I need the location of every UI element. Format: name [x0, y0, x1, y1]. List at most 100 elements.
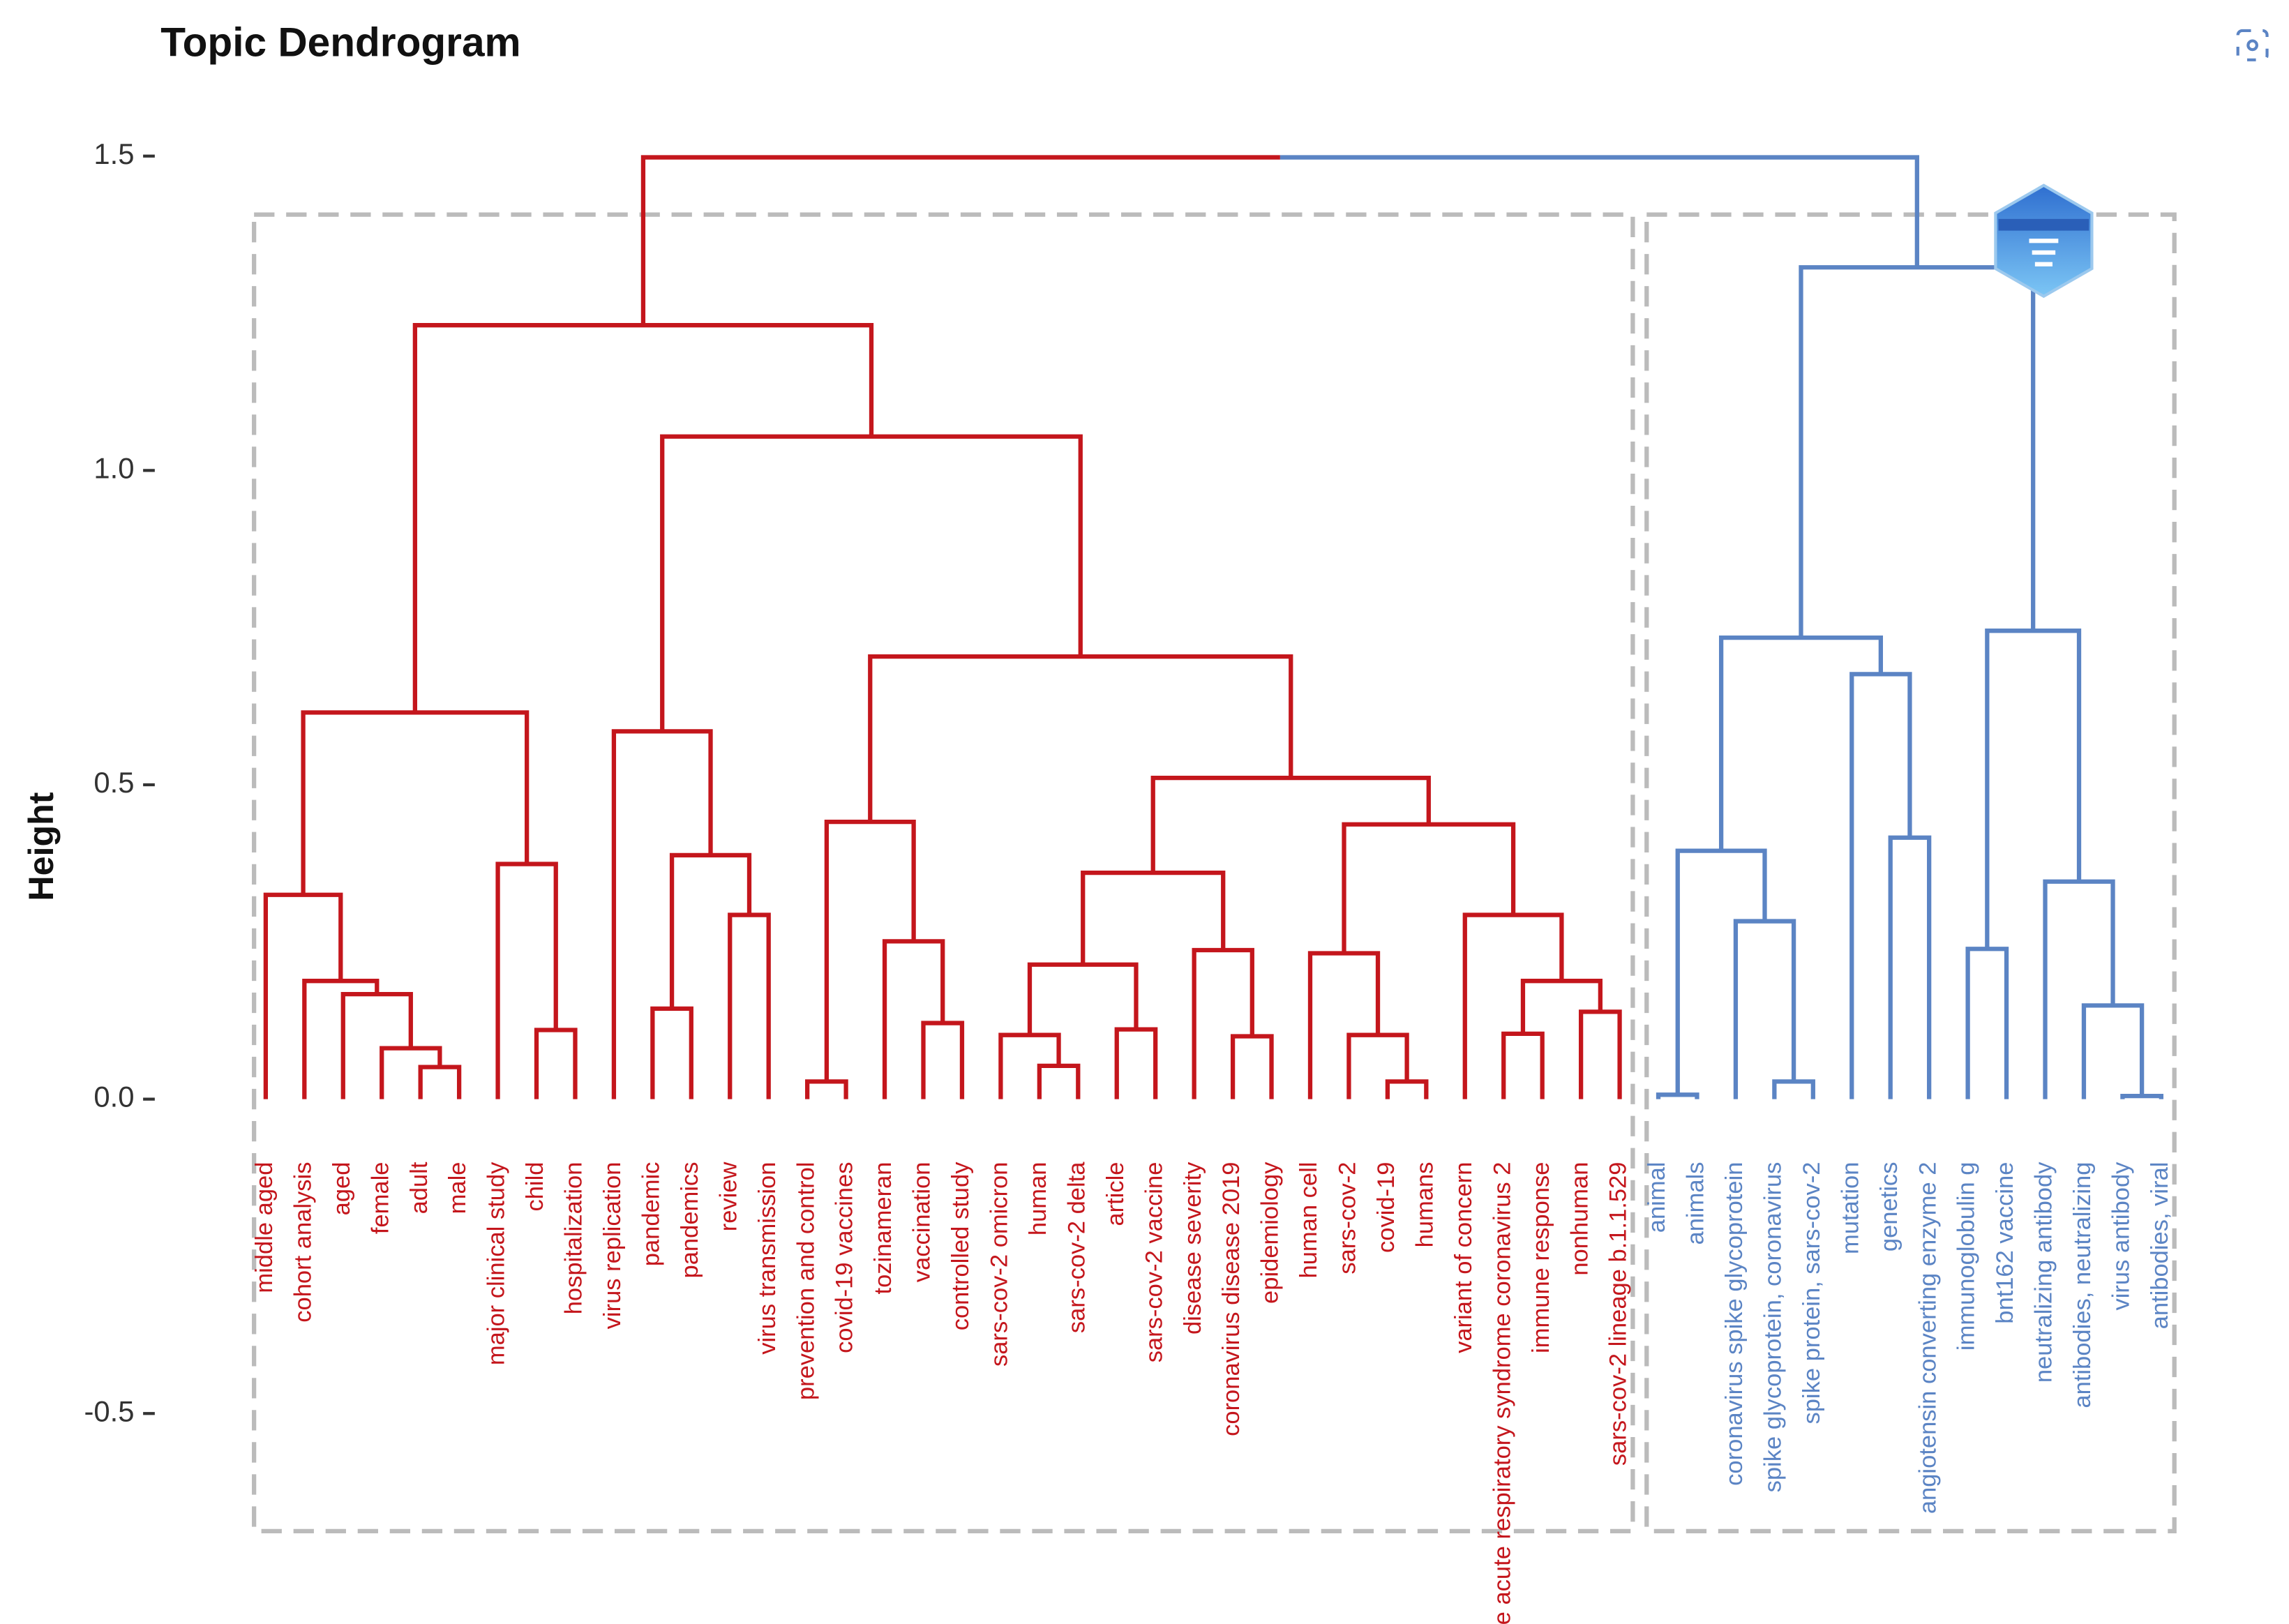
- dendrogram-link: [534, 1028, 578, 1099]
- leaf-label: antibodies, neutralizing: [2069, 1162, 2096, 1408]
- dendrogram-link: [1578, 1009, 1622, 1099]
- dendrogram-link: [1385, 1079, 1429, 1099]
- dendrogram-link: [640, 155, 1280, 326]
- dendrogram-link: [412, 323, 874, 713]
- leaf-label: sars-cov-2: [1335, 1162, 1361, 1275]
- dendrogram-link: [660, 434, 1083, 732]
- dendrogram-link: [805, 1079, 848, 1099]
- y-tick-label: 0.5: [93, 766, 134, 799]
- dendrogram-link: [669, 852, 752, 1009]
- dendrogram-link: [2120, 1093, 2163, 1099]
- leaf-label: neutralizing antibody: [2031, 1161, 2057, 1383]
- leaf-label: variant of concern: [1450, 1162, 1477, 1353]
- leaf-label: disease severity: [1180, 1161, 1206, 1334]
- leaf-label: animal: [1644, 1162, 1670, 1233]
- dendrogram-link: [921, 1021, 965, 1099]
- dendrogram-link: [1675, 848, 1767, 1095]
- dendrogram-link: [418, 1065, 462, 1099]
- leaf-label: spike protein, sars-cov-2: [1799, 1162, 1825, 1424]
- leaf-label: nonhuman: [1566, 1162, 1593, 1276]
- leaf-label: sars-cov-2 omicron: [986, 1162, 1013, 1367]
- leaf-label: antibodies, viral: [2147, 1162, 2173, 1330]
- dendrogram-link: [1985, 629, 2082, 949]
- leaf-label: spike glycoprotein, coronavirus: [1759, 1162, 1786, 1493]
- leaf-label: prevention and control: [793, 1162, 819, 1401]
- logo: [1994, 183, 2094, 299]
- dendrogram-link: [495, 862, 558, 1099]
- leaf-label: virus antibody: [2108, 1161, 2135, 1311]
- dendrogram-link: [1462, 912, 1564, 1099]
- leaf-label: female: [367, 1162, 393, 1235]
- screenshot-icon: [2236, 29, 2269, 61]
- dendrogram-link: [1501, 1031, 1545, 1099]
- leaf-label: middle aged: [251, 1162, 278, 1293]
- dendrogram-link: [302, 979, 380, 1099]
- leaf-label: aged: [329, 1162, 355, 1216]
- cluster-box: [1644, 212, 2177, 1534]
- y-tick-label: 1.0: [93, 451, 134, 484]
- leaf-label: controlled study: [947, 1161, 974, 1330]
- leaf-label: sars-cov-2 lineage b.1.1.529: [1605, 1162, 1632, 1466]
- leaf-label: angiotensin converting enzyme 2: [1914, 1162, 1941, 1514]
- dendrogram-link: [824, 820, 916, 1082]
- dendrogram-link: [1346, 1032, 1409, 1099]
- leaf-label: virus replication: [599, 1162, 626, 1330]
- leaf-label: male: [444, 1162, 471, 1215]
- leaf-label: child: [522, 1162, 548, 1212]
- screenshot-button[interactable]: [2236, 29, 2269, 61]
- leaf-label: review: [715, 1161, 742, 1231]
- y-tick-label: 0.0: [93, 1081, 134, 1113]
- leaf-label: major clinical study: [483, 1161, 510, 1365]
- leaf-label: epidemiology: [1257, 1161, 1284, 1304]
- dendrogram-link: [1279, 155, 1919, 268]
- chart-title: Topic Dendrogram: [160, 20, 520, 65]
- leaf-label: bnt162 vaccine: [1992, 1162, 2018, 1324]
- leaf-label: sars-cov-2 vaccine: [1141, 1162, 1167, 1363]
- dendrogram-link: [728, 912, 771, 1099]
- dendrogram-link: [1799, 265, 2036, 638]
- leaf-label: covid-19: [1373, 1162, 1399, 1253]
- dendrogram-link: [1230, 1034, 1274, 1099]
- plot-area: 1.5 1.0 0.5 0.0 -0.5 middle aged cohort analys…: [84, 137, 2177, 1624]
- dendrogram-link: [1027, 962, 1139, 1035]
- y-axis-label: Height: [22, 792, 61, 901]
- leaf-label: mutation: [1837, 1162, 1863, 1254]
- dendrogram-link: [1718, 635, 1884, 851]
- dendrogram-link: [1733, 919, 1796, 1099]
- dendrogram-link: [1081, 871, 1226, 965]
- leaf-label: human: [1025, 1162, 1051, 1236]
- dendrogram-link: [611, 729, 713, 1099]
- dendrogram-link: [1849, 672, 1912, 1099]
- leaf-label: sars-cov-2 delta: [1063, 1161, 1090, 1333]
- leaf-label: pandemic: [638, 1162, 664, 1267]
- leaf-label: coronavirus spike glycoprotein: [1721, 1162, 1748, 1486]
- dendrogram-link: [2043, 879, 2115, 1099]
- dendrogram-link: [1150, 775, 1431, 873]
- leaf-label: virus transmission: [754, 1162, 781, 1355]
- dendrogram-link: [301, 710, 530, 895]
- dendrogram-link: [2081, 1003, 2145, 1099]
- screenshot-lens: [2246, 39, 2258, 52]
- dendrogram-link: [1342, 822, 1516, 954]
- dendrogram-link: [1307, 951, 1381, 1099]
- leaf-label: immune response: [1528, 1162, 1554, 1353]
- dendrogram-link: [1520, 979, 1603, 1034]
- y-tick-label: 1.5: [93, 137, 134, 170]
- leaf-label: pandemics: [677, 1162, 703, 1279]
- dendrogram-link: [1656, 1092, 1699, 1099]
- leaf-label: hospitalization: [561, 1162, 587, 1315]
- leaf-label: severe acute respiratory syndrome corona…: [1489, 1162, 1515, 1624]
- leaf-label: vaccination: [909, 1162, 936, 1283]
- dendrogram-link: [1888, 835, 1932, 1099]
- leaf-label: immunoglobulin g: [1953, 1162, 1980, 1351]
- leaf-label: article: [1102, 1162, 1129, 1226]
- logo-band: [1998, 218, 2089, 231]
- leaf-label: genetics: [1876, 1162, 1903, 1252]
- leaf-label: humans: [1411, 1162, 1438, 1248]
- dendrogram-link: [1037, 1063, 1081, 1099]
- dendrogram-link: [1965, 947, 2009, 1099]
- leaf-label: cohort analysis: [290, 1162, 316, 1323]
- dendrogram-link: [882, 939, 945, 1099]
- leaf-label: coronavirus disease 2019: [1218, 1162, 1245, 1436]
